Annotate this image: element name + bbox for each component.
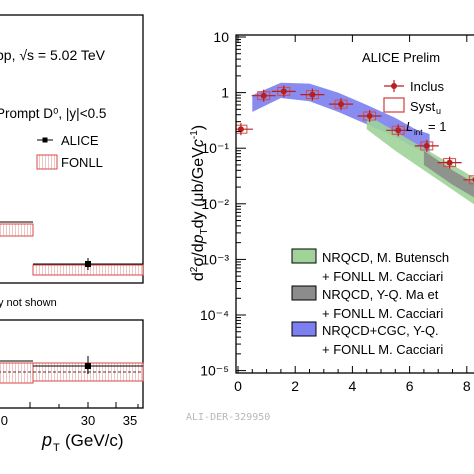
legend-model-1-line1: NRQCD, M. Butensch	[322, 250, 449, 265]
left-x-axis-sub: T	[53, 442, 60, 454]
legend-lumi-sub: int	[414, 128, 423, 137]
legend-lumi-label: L	[406, 119, 413, 134]
model-band	[366, 114, 474, 205]
right-axes: 0 2 4 6 8 10⁻⁵ 10⁻⁴ 10⁻³ 10⁻² 10⁻¹ 1 10	[200, 29, 471, 394]
legend-alice-marker	[42, 137, 48, 143]
legend-lumi-value: = 1	[428, 119, 446, 134]
y-tick-label: 1	[221, 85, 229, 101]
ratio-band-1	[0, 362, 34, 384]
data-point	[260, 92, 267, 99]
left-note: y not shown	[0, 297, 57, 309]
legend-inclusive-marker	[391, 83, 397, 89]
right-panel: 0 2 4 6 8 10⁻⁵ 10⁻⁴ 10⁻³ 10⁻² 10⁻¹ 1 10 d2σ/dpTdy (…	[189, 29, 474, 394]
y-tick-label: 10⁻⁴	[200, 307, 229, 323]
data-point	[338, 101, 344, 108]
x-tick-label: 6	[406, 378, 414, 394]
left-top-data	[0, 221, 144, 276]
legend-model-2-line2: + FONLL M. Cacciari	[322, 306, 443, 321]
x-tick-label: 0	[234, 378, 242, 394]
left-x-axis-title: p T (GeV/c)	[41, 430, 124, 454]
right-legend-data: Inclus Syst u L int = 1	[383, 79, 446, 137]
legend-alice-label: ALICE	[61, 133, 99, 148]
ratio-point-2	[85, 363, 91, 369]
left-x-axis-unit: (GeV/c)	[65, 431, 124, 450]
data-point	[237, 126, 244, 133]
figure-id-watermark: ALI-DER-329950	[186, 412, 270, 423]
y-tick-label: 10	[213, 29, 229, 45]
left-legend: ALICE FONLL	[36, 133, 103, 170]
legend-model-blue	[291, 321, 317, 337]
x-tick-label: 2	[291, 378, 299, 394]
data-point	[423, 142, 430, 149]
left-bottom-panel: 0 30 35 p T (GeV/c)	[0, 319, 144, 454]
legend-syst-label: Syst	[410, 99, 436, 114]
model-band	[423, 150, 474, 198]
legend-model-3-line1: NRQCD+CGC, Y-Q.	[322, 323, 439, 338]
legend-model-grey	[291, 285, 317, 301]
legend-model-1-line2: + FONLL M. Cacciari	[322, 269, 443, 284]
model-band	[252, 82, 430, 156]
right-legend-models: NRQCD, M. Butensch + FONLL M. Cacciari N…	[291, 248, 449, 357]
left-x-tick-label: 30	[81, 413, 95, 428]
left-x-tick-label: 35	[123, 413, 137, 428]
data-point	[395, 127, 402, 134]
left-top-frame	[0, 14, 144, 284]
collision-label: pp, √s = 5.02 TeV	[0, 47, 106, 63]
legend-fonll-label: FONLL	[61, 155, 103, 170]
legend-fonll-box	[36, 154, 58, 170]
right-title: ALICE Prelim	[362, 50, 440, 65]
left-x-ticks	[29, 402, 139, 408]
legend-model-green	[291, 248, 317, 264]
y-tick-label: 10⁻³	[201, 251, 229, 267]
data-point	[280, 88, 287, 95]
alice-point-2	[85, 261, 91, 267]
y-tick-label: 10⁻²	[201, 196, 229, 212]
selection-label: Prompt D⁰, |y|<0.5	[0, 106, 106, 121]
legend-inclusive-label: Inclus	[410, 79, 444, 94]
right-y-axis-title: d2σ/dpTdy (μb/GeVc-1)	[189, 125, 210, 281]
y-tick-label: 10⁻⁵	[200, 363, 229, 379]
legend-model-2-line1: NRQCD, Y-Q. Ma et	[322, 287, 439, 302]
left-top-panel: pp, √s = 5.02 TeV Prompt D⁰, |y|<0.5 ALI…	[0, 14, 144, 309]
fonll-bin-1	[0, 223, 34, 237]
legend-model-3-line2: + FONLL M. Cacciari	[322, 342, 443, 357]
data-point	[366, 113, 373, 119]
left-x-tick-label: 0	[1, 413, 8, 428]
legend-syst-box	[383, 97, 405, 113]
x-tick-label: 8	[463, 378, 471, 394]
right-plot-content	[236, 82, 474, 205]
data-point	[446, 159, 453, 166]
data-point	[309, 91, 316, 98]
left-x-axis-var: p	[41, 430, 52, 450]
x-tick-label: 4	[349, 378, 357, 394]
y-tick-label: 10⁻¹	[201, 140, 229, 156]
legend-syst-sub: u	[436, 106, 441, 116]
